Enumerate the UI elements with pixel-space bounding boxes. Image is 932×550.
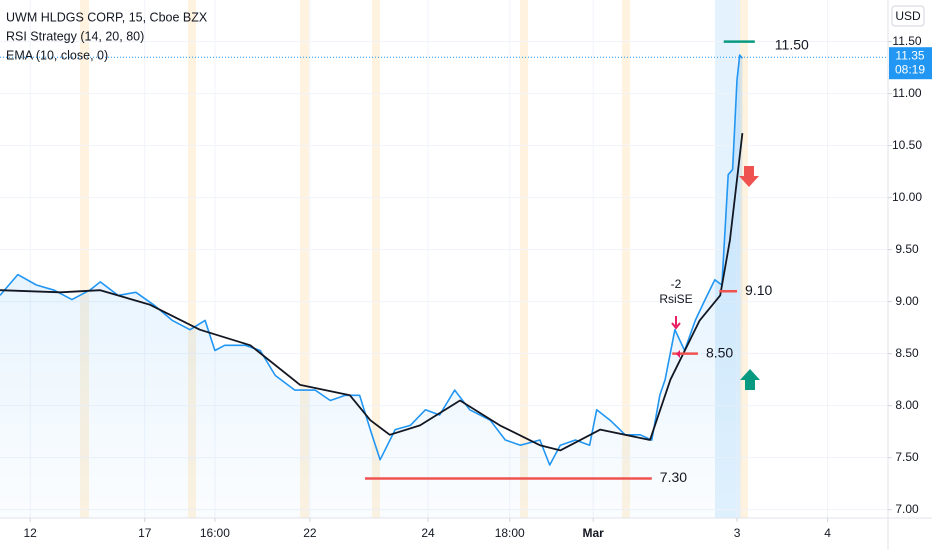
x-tick-label: 12 bbox=[24, 526, 38, 540]
level-label: 9.10 bbox=[745, 282, 772, 298]
session-band bbox=[622, 0, 630, 518]
x-tick-label: Mar bbox=[583, 526, 605, 540]
last-price-box bbox=[889, 47, 932, 80]
y-tick-label: 7.00 bbox=[895, 502, 919, 516]
session-band bbox=[80, 0, 89, 518]
level-label: 11.50 bbox=[775, 36, 809, 52]
level-label: 8.50 bbox=[706, 344, 733, 360]
x-tick-label: 16:00 bbox=[200, 526, 230, 540]
signal-marker bbox=[676, 350, 680, 358]
indicator-label: RSI Strategy (14, 20, 80) bbox=[6, 29, 144, 43]
y-tick-label: 10.00 bbox=[892, 190, 922, 204]
indicator-label: EMA (10, close, 0) bbox=[6, 48, 108, 62]
y-tick-label: 7.50 bbox=[895, 450, 919, 464]
buy-arrow bbox=[740, 369, 760, 390]
currency[interactable]: USD bbox=[895, 9, 921, 23]
x-tick-label: 24 bbox=[421, 526, 435, 540]
chart-title: UWM HLDGS CORP, 15, Cboe BZX bbox=[6, 10, 208, 24]
session-band bbox=[372, 0, 380, 518]
x-tick-label: 17 bbox=[138, 526, 152, 540]
x-tick-label: 4 bbox=[824, 526, 831, 540]
y-tick-label: 8.00 bbox=[895, 398, 919, 412]
currency-box[interactable] bbox=[891, 5, 925, 27]
sell-arrow bbox=[739, 166, 759, 187]
signal-annotation: -2 bbox=[671, 277, 682, 291]
last-price-label: 11.35 bbox=[895, 48, 924, 62]
session-band bbox=[300, 0, 309, 518]
session-band bbox=[520, 0, 528, 518]
y-tick-label: 9.50 bbox=[895, 242, 919, 256]
price-area bbox=[0, 55, 743, 518]
ema-line bbox=[0, 132, 744, 452]
y-tick-label: 9.00 bbox=[895, 294, 919, 308]
y-tick-label: 8.50 bbox=[895, 346, 919, 360]
session-band bbox=[188, 0, 196, 518]
session-band bbox=[740, 0, 748, 518]
plot bbox=[0, 40, 888, 518]
level-label: 7.30 bbox=[660, 469, 687, 485]
x-tick-label: 22 bbox=[303, 526, 317, 540]
x-tick-label: 18:00 bbox=[495, 526, 525, 540]
y-tick-label: 11.00 bbox=[892, 86, 921, 100]
countdown-label: 08:19 bbox=[895, 62, 925, 76]
y-tick-label: 10.50 bbox=[892, 138, 922, 152]
signal-arrow bbox=[671, 316, 681, 330]
y-tick-label: 11.50 bbox=[892, 34, 921, 48]
x-tick-label: 3 bbox=[734, 526, 741, 540]
signal-annotation: RsiSE bbox=[659, 292, 692, 306]
